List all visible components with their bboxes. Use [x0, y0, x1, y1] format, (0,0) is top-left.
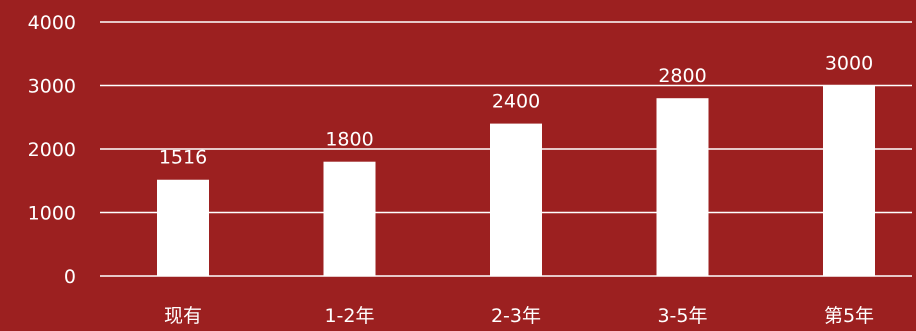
data-label: 2800 [658, 65, 706, 87]
y-tick-label: 0 [64, 266, 76, 288]
bar [823, 85, 875, 276]
data-label: 1516 [159, 147, 207, 169]
bar [656, 98, 709, 276]
bar [490, 123, 542, 276]
bar [323, 161, 376, 276]
y-tick-label: 4000 [28, 12, 76, 34]
x-category-label: 现有 [164, 305, 202, 327]
y-tick-label: 2000 [28, 139, 76, 161]
data-label: 3000 [825, 53, 873, 75]
y-axis-ticks: 0 1000 2000 3000 4000 [28, 12, 76, 288]
y-tick-label: 3000 [28, 76, 76, 98]
bars [157, 85, 875, 276]
x-category-label: 第5年 [824, 305, 874, 327]
x-category-label: 2-3年 [491, 305, 541, 327]
bar [157, 179, 209, 276]
data-label: 1800 [325, 129, 373, 151]
x-axis-categories: 现有 1-2年 2-3年 3-5年 第5年 [164, 305, 874, 327]
y-tick-label: 1000 [28, 203, 76, 225]
x-category-label: 3-5年 [657, 305, 707, 327]
data-labels: 1516 1800 2400 2800 3000 [159, 53, 873, 169]
data-label: 2400 [492, 91, 540, 113]
x-category-label: 1-2年 [324, 305, 374, 327]
